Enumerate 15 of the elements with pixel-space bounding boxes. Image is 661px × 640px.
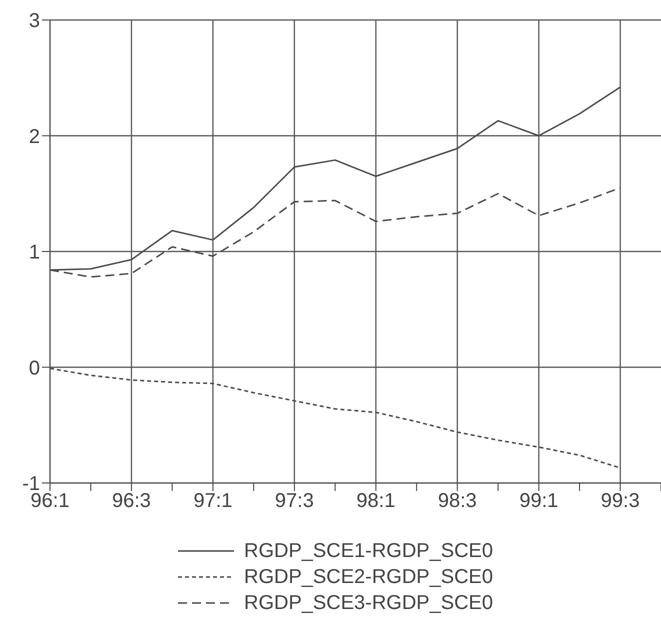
legend-label: RGDP_SCE2-RGDP_SCE0	[244, 566, 493, 588]
legend-label: RGDP_SCE3-RGDP_SCE0	[244, 592, 493, 614]
y-tick-label: 2	[28, 126, 40, 148]
x-tick-label: 99:3	[600, 490, 640, 512]
y-tick-label: 1	[28, 242, 40, 264]
x-tick-label: 98:3	[438, 490, 477, 512]
x-tick-label: 99:1	[519, 490, 558, 512]
legend-label: RGDP_SCE1-RGDP_SCE0	[244, 540, 493, 562]
y-tick-label: 0	[28, 357, 40, 380]
x-tick-label: 96:3	[112, 490, 151, 512]
x-tick-label: 97:1	[193, 490, 232, 512]
y-tick-label: 3	[28, 10, 40, 32]
x-tick-label: 96:1	[30, 490, 70, 512]
x-tick-label: 98:1	[356, 490, 396, 512]
x-tick-label: 97:3	[274, 490, 314, 512]
